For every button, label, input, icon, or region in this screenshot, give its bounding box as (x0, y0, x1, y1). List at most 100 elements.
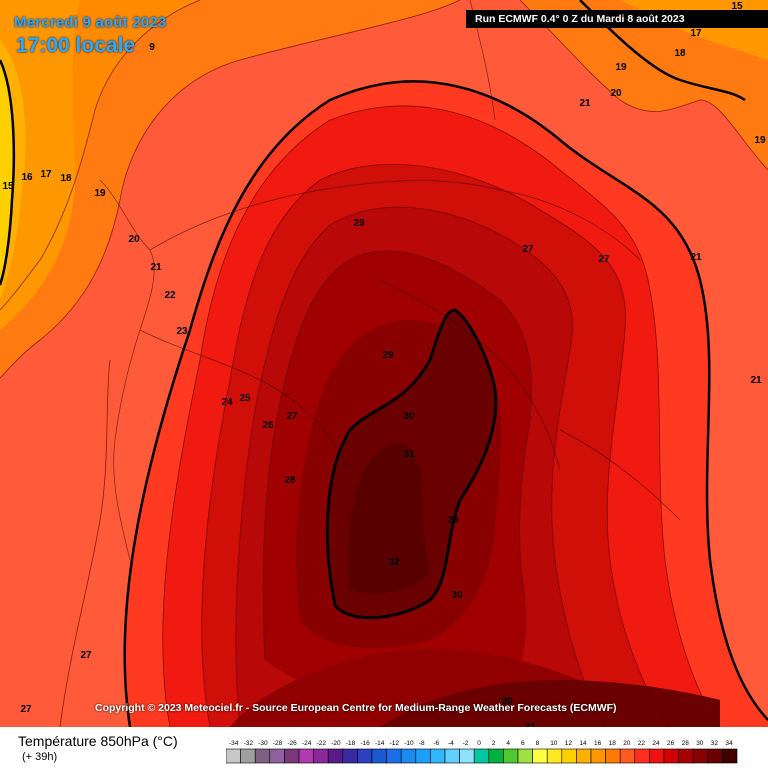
scale-swatch (619, 748, 636, 764)
scale-swatch (605, 748, 621, 764)
scale-label: -10 (404, 740, 414, 747)
scale-swatch (692, 748, 709, 764)
scale-label: 0 (477, 740, 481, 747)
scale-swatch (371, 748, 387, 764)
scale-label: -30 (258, 740, 268, 747)
scale-label: -8 (419, 740, 425, 747)
scale-label: 26 (667, 740, 675, 747)
isotherm-15 (0, 59, 16, 286)
temperature-map: 15 16 17 18 19 20 21 22 23 24 25 26 27 2… (0, 0, 768, 727)
contour-label: 27 (522, 244, 534, 255)
scale-label: -24 (302, 740, 312, 747)
contour-label: 20 (610, 88, 622, 99)
contour-label: 17 (690, 28, 702, 39)
scale-label: 8 (536, 740, 540, 747)
scale-label: -16 (360, 740, 370, 747)
scale-label: -12 (390, 740, 400, 747)
contour-labels: 15 16 17 18 19 20 21 22 23 24 25 26 27 2… (2, 1, 766, 727)
scale-swatch (430, 748, 446, 764)
contour-label: 19 (754, 135, 766, 146)
scale-swatch (415, 748, 431, 764)
scale-swatch (634, 748, 650, 764)
contour-label: 30 (501, 696, 513, 707)
band-18-20-east (520, 0, 768, 170)
band-14-west (0, 60, 14, 285)
scale-label: 28 (682, 740, 690, 747)
model-run-banner: Run ECMWF 0.4° 0 Z du Mardi 8 août 2023 (466, 10, 768, 28)
contour-label: 30 (451, 590, 463, 601)
scale-swatch (269, 748, 285, 764)
scale-label: 2 (492, 740, 496, 747)
contour-label: 19 (615, 62, 627, 73)
scale-label: -6 (433, 740, 439, 747)
scale-label: -18 (346, 740, 356, 747)
scale-swatch (517, 748, 533, 764)
scale-label: 6 (521, 740, 525, 747)
scale-swatch (357, 748, 373, 764)
band-32-core (348, 442, 430, 594)
contour-label: 15 (731, 1, 743, 12)
scale-swatch (284, 748, 300, 764)
contour-label: 27 (20, 704, 32, 715)
scale-swatch (444, 748, 460, 764)
scale-label: 34 (725, 740, 733, 747)
scale-swatch (503, 748, 519, 764)
contour-label: 9 (149, 42, 155, 53)
scale-swatch (488, 748, 504, 764)
contour-label: 22 (164, 290, 176, 301)
scale-label: 20 (623, 740, 631, 747)
scale-label: -14 (375, 740, 385, 747)
scale-swatch (298, 748, 314, 764)
contour-label: 23 (176, 326, 188, 337)
contour-label: 31 (403, 449, 415, 460)
scale-swatch (226, 748, 241, 764)
scale-label: 10 (550, 740, 558, 747)
contour-label: 28 (284, 475, 296, 486)
scale-label: 22 (638, 740, 646, 747)
contour-label: 30 (403, 411, 415, 422)
scale-label: -32 (244, 740, 254, 747)
contour-label: 19 (94, 188, 106, 199)
scale-swatch (400, 748, 417, 764)
scale-label: 30 (696, 740, 704, 747)
contour-label: 16 (21, 172, 33, 183)
contour-label: 17 (40, 169, 52, 180)
contour-label: 21 (150, 262, 162, 273)
contour-label: 31 (524, 722, 536, 727)
contour-label: 15 (2, 181, 14, 192)
scale-swatch (386, 748, 402, 764)
contour-label: 26 (262, 420, 274, 431)
isotherm-20 (123, 80, 768, 727)
scale-swatch (722, 748, 738, 764)
contour-label: 29 (382, 350, 394, 361)
color-scale: -34 -32 -30 -28 -26 -24 -22 -20 -18 -16 -14 -12 -10-… (226, 740, 738, 764)
scale-label: 32 (711, 740, 719, 747)
contour-label: 27 (80, 650, 92, 661)
scale-swatch (327, 748, 344, 764)
scale-swatch (561, 748, 577, 764)
contour-label: 18 (60, 173, 72, 184)
scale-label: -4 (448, 740, 454, 747)
contour-label: 21 (579, 98, 591, 109)
scale-label: 16 (594, 740, 602, 747)
scale-label: -26 (287, 740, 297, 747)
scale-swatch (313, 748, 329, 764)
scale-label: -2 (463, 740, 469, 747)
scale-swatch (590, 748, 606, 764)
contour-label: 21 (750, 375, 762, 386)
band-18-20-west (0, 0, 460, 378)
coastlines (99, 0, 681, 561)
scale-swatch (649, 748, 665, 764)
scale-swatch (473, 748, 490, 764)
thin-isotherms (0, 0, 768, 727)
scale-label: -22 (317, 740, 327, 747)
scale-label: 14 (579, 740, 587, 747)
lead-time: (+ 39h) (22, 751, 58, 763)
contour-label: 29 (353, 218, 365, 229)
band-30-south (380, 680, 720, 727)
scale-swatch (532, 748, 548, 764)
scale-swatch (576, 748, 592, 764)
scale-swatch (254, 748, 271, 764)
scale-swatch (546, 748, 563, 764)
